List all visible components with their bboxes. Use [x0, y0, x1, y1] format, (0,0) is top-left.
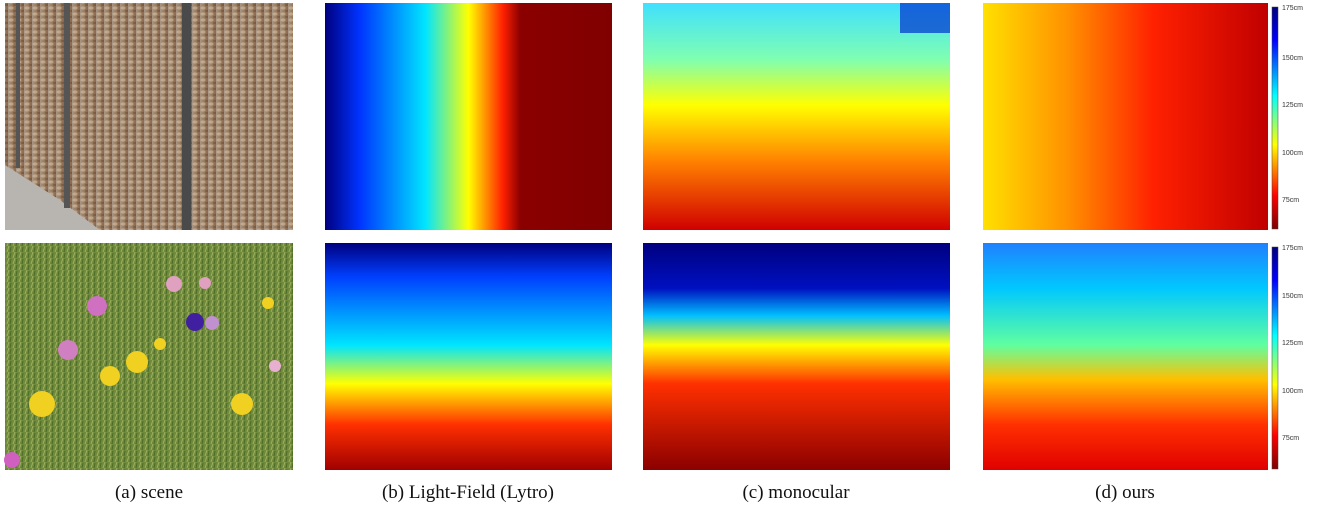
colorbar [1271, 246, 1279, 470]
figure: 175cm 150cm 125cm 100cm 75cm 175cm 150cm… [4, 3, 1303, 470]
caption: (a) scene [114, 482, 184, 503]
colorbar-label: 175cm [1282, 245, 1303, 252]
colorbar-label: 100cm [1282, 150, 1303, 157]
scene-grass [5, 243, 293, 470]
caption: (d) ours [1095, 482, 1155, 503]
wall-post [182, 3, 191, 230]
colorbar-label: 100cm [1282, 388, 1303, 395]
ground [5, 165, 100, 230]
colorbar-label: 75cm [1282, 435, 1299, 442]
colorbar-label: 150cm [1282, 293, 1303, 300]
caption: (c) monocular [742, 482, 850, 503]
scene-wall [5, 3, 293, 230]
depth-map [643, 243, 950, 470]
colorbar-label: 75cm [1282, 197, 1299, 204]
wall-post [64, 3, 70, 208]
depth-map [983, 3, 1268, 230]
flowers [4, 276, 281, 468]
depth-map [643, 3, 950, 230]
colorbar-label: 125cm [1282, 102, 1303, 109]
depth-map [983, 243, 1268, 470]
colorbar-label: 175cm [1282, 5, 1303, 12]
depth-region [900, 3, 950, 33]
caption: (b) Light-Field (Lytro) [381, 482, 555, 503]
depth-map [325, 3, 612, 230]
wall-post [16, 3, 20, 168]
depth-map [325, 243, 612, 470]
colorbar [1271, 6, 1279, 230]
colorbar-label: 150cm [1282, 55, 1303, 62]
colorbar-label: 125cm [1282, 340, 1303, 347]
